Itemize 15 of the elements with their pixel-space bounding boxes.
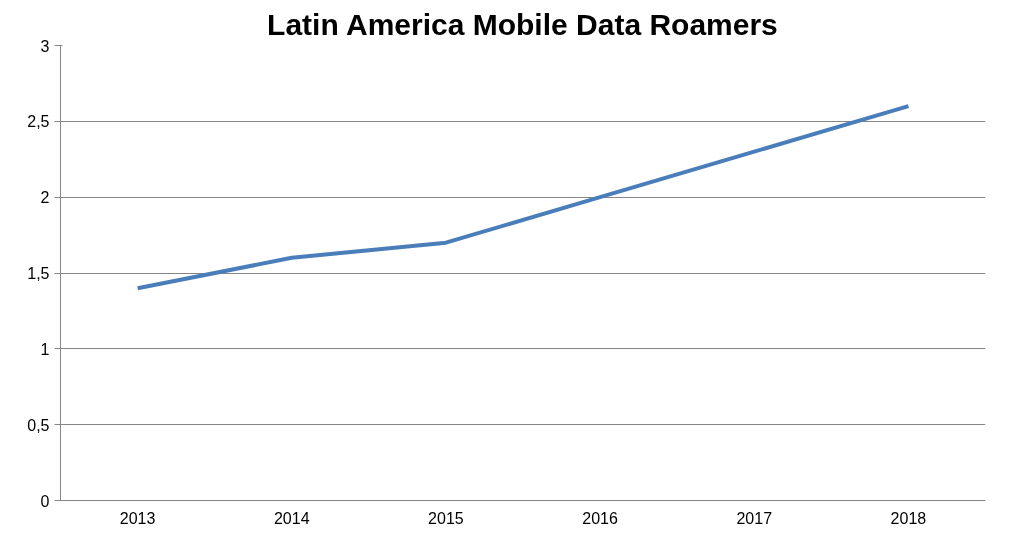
- y-tick-label: 3: [40, 37, 50, 55]
- x-tick-label: 2016: [582, 509, 618, 527]
- y-tick-label: 1: [40, 340, 50, 358]
- y-tick-label: 2: [40, 189, 50, 207]
- x-tick-label: 2013: [119, 509, 156, 527]
- x-tick-label: 2017: [736, 509, 773, 527]
- x-tick-label: 2018: [890, 509, 927, 527]
- y-tick-label: 2,5: [27, 113, 50, 131]
- x-tick-label: 2014: [273, 509, 310, 527]
- y-tick-label: 1,5: [27, 265, 50, 282]
- x-tick-label: 2015: [428, 509, 464, 527]
- chart-title: Latin America Mobile Data Roamers: [267, 7, 778, 41]
- y-tick-label: 0,5: [27, 416, 50, 434]
- line-series: [135, 104, 911, 291]
- y-tick-label: 0: [40, 492, 50, 510]
